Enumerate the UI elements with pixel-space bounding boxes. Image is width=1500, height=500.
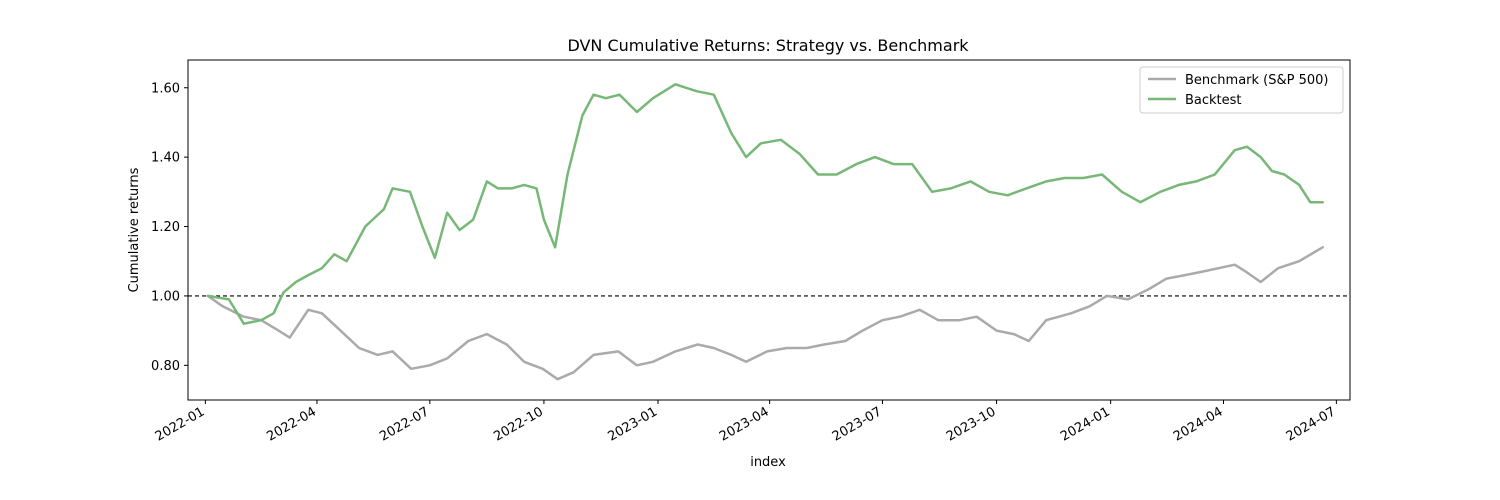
- legend-label-benchmark: Benchmark (S&P 500): [1185, 73, 1329, 88]
- y-axis-label: Cumulative returns: [127, 167, 142, 292]
- y-axis: 0.80 1.00 1.20 1.40 1.60: [151, 81, 188, 374]
- series-group: [206, 83, 1324, 381]
- legend-frame: [1139, 66, 1344, 114]
- plot-frame: [187, 59, 1351, 401]
- y-tick-label: 1.60: [151, 81, 180, 96]
- y-tick-label: 0.80: [151, 359, 180, 374]
- series-line-benchmark: [206, 246, 1324, 381]
- y-tick-label: 1.40: [151, 151, 180, 166]
- chart-title: DVN Cumulative Returns: Strategy vs. Ben…: [567, 36, 969, 55]
- legend-label-backtest: Backtest: [1185, 93, 1242, 108]
- y-tick-label: 1.00: [151, 289, 180, 304]
- series-line-backtest: [206, 83, 1324, 325]
- y-tick-label: 1.20: [151, 220, 180, 235]
- x-axis-label: index: [750, 455, 786, 470]
- legend: Benchmark (S&P 500) Backtest: [1139, 66, 1344, 114]
- plot-area: [187, 59, 1351, 401]
